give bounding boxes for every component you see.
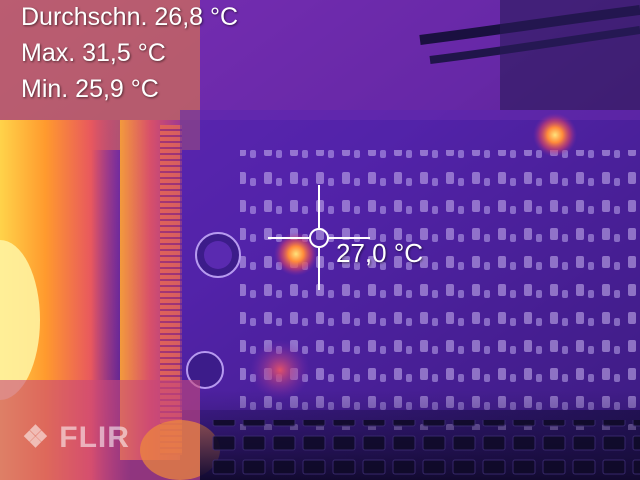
min-temperature-label: Min. 25,9 °C — [21, 75, 159, 103]
flir-logo: ❖ FLIR — [22, 420, 130, 455]
flir-logo-mark: ❖ — [22, 421, 50, 454]
max-temperature-label: Max. 31,5 °C — [21, 39, 166, 67]
flir-logo-text: FLIR — [59, 421, 130, 454]
spot-temperature-readout: 27,0 °C — [336, 238, 424, 268]
average-temperature-label: Durchschn. 26,8 °C — [21, 3, 239, 31]
